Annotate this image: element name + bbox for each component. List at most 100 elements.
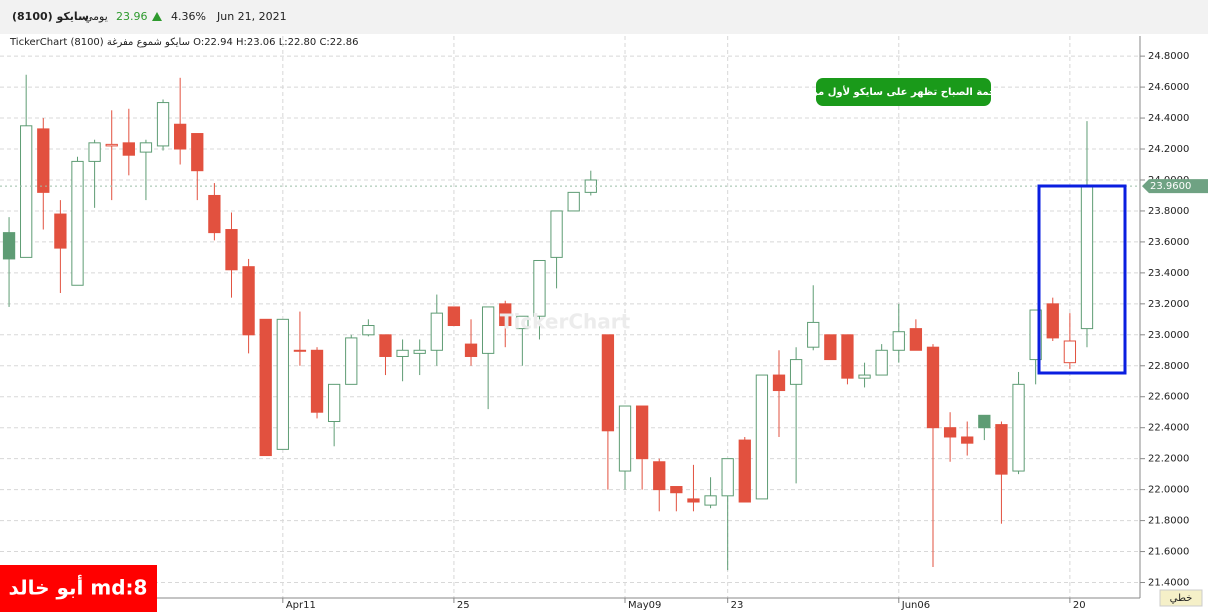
candle-body	[978, 414, 991, 429]
candle-body	[858, 374, 871, 379]
candle-body	[2, 232, 16, 260]
candle-body	[464, 343, 478, 357]
y-tick-label: 24.2000	[1148, 144, 1189, 155]
y-tick-label: 23.6000	[1148, 237, 1189, 248]
y-tick-label: 22.6000	[1148, 392, 1189, 403]
candle-body	[71, 160, 84, 286]
candle-body	[892, 331, 905, 351]
period: يومي	[84, 10, 108, 23]
candle-body	[259, 318, 272, 457]
y-tick-label: 21.4000	[1148, 578, 1189, 589]
candle-body	[327, 383, 341, 423]
candle-body	[721, 458, 734, 497]
candle-body	[926, 346, 940, 429]
candle-body	[1080, 185, 1094, 330]
author-badge: md:8 أبو خالد	[9, 574, 148, 600]
watermark: TickerChart	[500, 310, 631, 334]
author-badge-bg	[0, 565, 157, 612]
candle-body	[635, 405, 649, 460]
candle-body	[88, 142, 101, 162]
candle-body	[447, 306, 461, 327]
candle-body	[909, 328, 923, 351]
candle-body	[37, 128, 50, 193]
x-tick-label: May09	[628, 600, 661, 611]
header-bar	[0, 0, 1208, 34]
candle-body	[174, 123, 187, 150]
candle-body	[738, 439, 751, 503]
y-tick-label: 23.8000	[1148, 206, 1189, 217]
candle-body	[841, 334, 854, 379]
annotation: نجمة الصباح تظهر على سايكو لأول مره	[806, 85, 1000, 98]
candle-body	[550, 210, 563, 258]
candle-body	[1046, 303, 1059, 339]
y-tick-label: 23.4000	[1148, 268, 1189, 279]
candle-body	[396, 349, 409, 357]
style-button[interactable]	[1159, 589, 1203, 607]
x-tick-label: Jun06	[901, 600, 930, 611]
candle-body	[824, 334, 837, 361]
y-tick-label: 22.4000	[1148, 423, 1189, 434]
candle-body	[310, 349, 324, 413]
y-tick-label: 24.4000	[1148, 113, 1189, 124]
candle-body	[516, 315, 529, 330]
candle-body	[704, 495, 717, 506]
candle-body	[54, 213, 67, 249]
candle-body	[995, 424, 1008, 475]
y-tick-label: 23.0000	[1148, 330, 1189, 341]
candle-body	[191, 133, 204, 172]
candle-body	[567, 191, 580, 212]
candle-body	[362, 325, 375, 336]
candle-body	[481, 306, 495, 354]
candle-body	[379, 334, 392, 357]
y-tick-label: 22.0000	[1148, 485, 1189, 496]
subtitle: TickerChart سايكو شموع مفرغة (8100) O:22…	[9, 37, 358, 48]
annotation-box	[816, 78, 991, 106]
candle-body	[208, 194, 221, 234]
candle-body	[601, 334, 615, 432]
x-tick-label: 25	[457, 600, 470, 611]
plot: 21.4000 21.6000 21.8000 22.0000 22.2000 22.40…	[0, 36, 1189, 611]
candle-body	[789, 359, 803, 385]
candle-body	[105, 143, 118, 147]
candle-body	[225, 229, 238, 271]
candle-body	[1029, 309, 1042, 361]
candle-body	[345, 337, 358, 385]
price: 23.96	[116, 10, 148, 23]
y-tick-label: 23.2000	[1148, 299, 1189, 310]
last-price-tag	[1142, 179, 1208, 194]
candle-body	[293, 349, 307, 352]
x-tick-label: 23	[731, 600, 744, 611]
candle-body	[533, 259, 546, 317]
candle-body	[1063, 340, 1077, 364]
y-tick-label: 21.6000	[1148, 547, 1189, 558]
candle-body	[20, 125, 33, 258]
candle-body	[242, 266, 255, 336]
change: 4.36%	[171, 10, 206, 23]
candle-body	[276, 318, 289, 450]
candle-body	[499, 303, 512, 327]
y-tick-label: 24.6000	[1148, 82, 1189, 93]
candle-body	[139, 142, 153, 153]
y-tick-label: 22.2000	[1148, 454, 1189, 465]
candle-body	[772, 374, 786, 392]
date: Jun 21, 2021	[216, 10, 287, 23]
up-arrow	[152, 12, 162, 21]
candle-body	[687, 498, 700, 503]
candle-body	[1012, 383, 1025, 472]
candle-body	[875, 349, 888, 376]
candle-body	[430, 312, 443, 351]
highlight-box	[1037, 184, 1127, 375]
candle-body	[961, 436, 974, 444]
x-tick-label: Apr11	[286, 600, 316, 611]
x-tick-label: 20	[1073, 600, 1086, 611]
y-tick-label: 21.8000	[1148, 516, 1189, 527]
style-button-label[interactable]: خطي	[1170, 593, 1193, 604]
y-tick-label: 24.8000	[1148, 51, 1189, 62]
candle-body	[122, 142, 135, 156]
candle-body	[413, 349, 426, 354]
y-tick-label: 22.8000	[1148, 361, 1189, 372]
candle-body	[755, 374, 769, 500]
candle-body	[156, 102, 170, 147]
